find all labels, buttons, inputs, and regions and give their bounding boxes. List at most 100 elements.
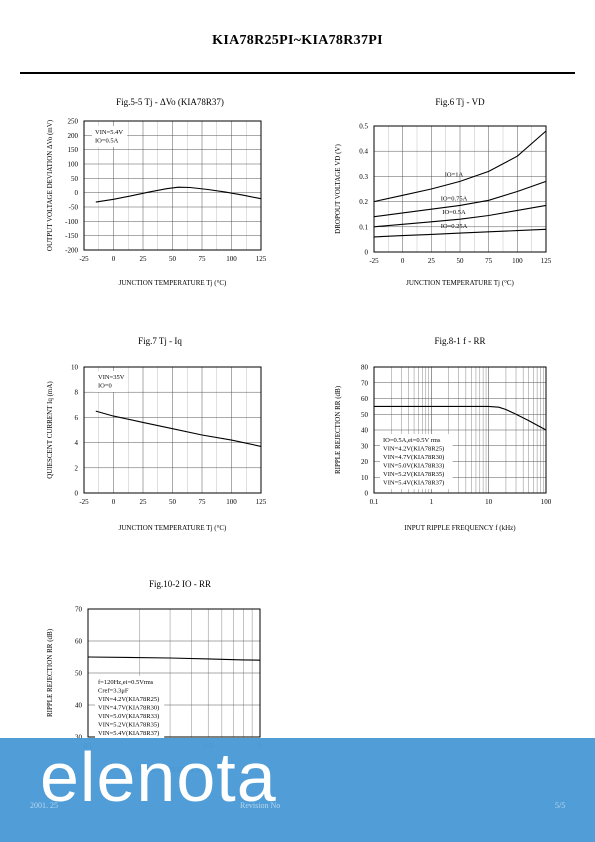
fig81-x-axis-label: INPUT RIPPLE FREQUENCY f (kHz) [404, 524, 516, 532]
title-divider [20, 72, 575, 74]
fig102-y-tick-label: 60 [75, 638, 83, 646]
fig55-title: Fig.5-5 Tj - ΔVo (KIA78R37) [116, 97, 224, 107]
fig102-condition-text: VIN=4.7V(KIA78R30) [98, 705, 159, 712]
fig55-x-tick-label: 100 [226, 255, 237, 263]
footer-page-number: 5/5 [555, 801, 566, 810]
fig6-y-tick-label: 0.3 [359, 173, 368, 181]
fig55-y-tick-label: 0 [75, 189, 79, 197]
fig102-y-axis-label: RIPPLE REJECTION RR (dB) [46, 628, 54, 717]
fig81-x-tick-label: 10 [485, 498, 493, 506]
fig102-y-tick-label: 40 [75, 702, 83, 710]
fig81-x-tick-label: 1 [430, 498, 434, 506]
fig55-y-tick-label: 200 [68, 132, 79, 140]
fig81-y-tick-label: 20 [361, 458, 369, 466]
fig7-y-tick-label: 2 [75, 464, 79, 472]
footer-revision: Revision No [240, 801, 281, 810]
fig81-condition-text: VIN=5.0V(KIA78R33) [383, 463, 444, 470]
fig81-conditions-box [380, 434, 453, 489]
fig102-condition-text: VIN=5.0V(KIA78R33) [98, 713, 159, 720]
fig55-x-tick-label: 50 [169, 255, 177, 263]
fig6-x-tick-label: 100 [512, 257, 523, 265]
fig6-series-line-2 [373, 204, 547, 228]
fig55-conditions-box [92, 126, 128, 147]
fig6-x-tick-label: 50 [457, 257, 465, 265]
fig7-x-tick-label: 100 [226, 498, 237, 506]
fig102-condition-text: f=120Hz,ei=0.5Vrms [98, 679, 154, 686]
fig6-x-axis-label: JUNCTION TEMPERATURE Tj (°C) [406, 279, 514, 287]
fig7-series-line-0 [95, 410, 262, 447]
fig6-y-axis-label: DROPOUT VOLTAGE VD (V) [334, 144, 342, 234]
fig81-y-axis-label: RIPPLE REJECTION RR (dB) [334, 385, 342, 474]
fig55-y-tick-label: 50 [71, 175, 79, 183]
fig81-y-tick-label: 10 [361, 474, 369, 482]
fig7-x-axis-label: JUNCTION TEMPERATURE Tj (°C) [119, 524, 227, 532]
fig7-x-tick-label: 125 [256, 498, 267, 506]
fig55-x-tick-label: -25 [79, 255, 89, 263]
fig6-x-tick-label: 75 [485, 257, 493, 265]
fig7-y-axis-label: QUIESCENT CURRENT Iq (mA) [46, 381, 54, 479]
fig55-y-tick-label: 100 [68, 161, 79, 169]
fig81-title: Fig.8-1 f - RR [434, 336, 485, 346]
fig102-conditions-box [95, 676, 165, 740]
footer-date: 2001. 25 [30, 801, 58, 810]
fig102-condition-text: VIN=5.2V(KIA78R35) [98, 722, 159, 729]
fig6-y-tick-label: 0.1 [359, 223, 368, 231]
fig6-x-tick-label: -25 [369, 257, 379, 265]
fig81-y-tick-label: 50 [361, 411, 369, 419]
fig81-y-tick-label: 40 [361, 427, 369, 435]
fig6-x-tick-label: 125 [541, 257, 552, 265]
fig81-y-tick-label: 0 [365, 490, 369, 498]
fig7-condition-text: IO=0 [98, 383, 112, 390]
fig102-condition-text: VIN=4.2V(KIA78R25) [98, 696, 159, 703]
fig55-x-tick-label: 0 [112, 255, 116, 263]
fig102-condition-text: Cref=3.3μF [98, 688, 129, 695]
fig6-x-tick-label: 0 [401, 257, 405, 265]
page-title: KIA78R25PI~KIA78R37PI [212, 33, 383, 48]
fig81-x-tick-label: 100 [541, 498, 552, 506]
fig55-series-line-0 [95, 186, 262, 203]
fig7-y-tick-label: 10 [71, 364, 79, 372]
fig7-title: Fig.7 Tj - Iq [138, 336, 182, 346]
fig7-condition-text: VIN=35V [98, 374, 125, 381]
fig55-x-axis-label: JUNCTION TEMPERATURE Tj (°C) [119, 279, 227, 287]
fig6-title: Fig.6 Tj - VD [435, 97, 485, 107]
fig7-x-tick-label: 25 [140, 498, 148, 506]
fig81-condition-text: VIN=4.2V(KIA78R25) [383, 446, 444, 453]
fig6-series-line-0 [373, 130, 547, 203]
fig55-y-tick-label: -200 [65, 247, 78, 255]
fig81-condition-text: VIN=4.7V(KIA78R30) [383, 454, 444, 461]
fig55-y-tick-label: -50 [69, 204, 79, 212]
fig6-series-label: IO=0.5A [442, 209, 466, 216]
fig81-y-tick-label: 80 [361, 364, 369, 372]
fig102-series-line-0 [87, 656, 261, 661]
fig55-x-tick-label: 25 [140, 255, 148, 263]
fig102-title: Fig.10-2 IO - RR [149, 579, 211, 589]
fig81-x-tick-label: 0.1 [370, 498, 379, 506]
fig55-plot-frame [83, 120, 262, 251]
fig6-plot-frame [373, 125, 547, 253]
fig7-y-tick-label: 0 [75, 490, 79, 498]
fig7-y-tick-label: 4 [75, 439, 79, 447]
fig7-y-tick-label: 8 [75, 389, 79, 397]
fig55-condition-text: VIN=5.4V [95, 129, 123, 136]
fig81-y-tick-label: 70 [361, 379, 369, 387]
fig7-x-tick-label: 0 [112, 498, 116, 506]
fig6-x-tick-label: 25 [428, 257, 436, 265]
fig55-y-tick-label: 150 [68, 146, 79, 154]
fig102-condition-text: VIN=5.4V(KIA78R37) [98, 730, 159, 737]
fig6-series-label: IO=1A [445, 171, 464, 178]
fig102-y-tick-label: 50 [75, 670, 83, 678]
fig6-series-line-1 [373, 180, 547, 218]
fig102-y-tick-label: 30 [75, 734, 83, 742]
fig81-series-line-0 [374, 405, 547, 431]
fig6-y-tick-label: 0.2 [359, 198, 368, 206]
fig6-y-tick-label: 0.5 [359, 123, 368, 131]
fig55-y-tick-label: -100 [65, 218, 78, 226]
fig81-condition-text: VIN=5.2V(KIA78R35) [383, 471, 444, 478]
fig55-y-axis-label: OUTPUT VOLTAGE DEVIATION ΔVo (mV) [46, 119, 54, 251]
fig81-condition-text: VIN=5.4V(KIA78R37) [383, 480, 444, 487]
fig6-y-tick-label: 0 [365, 249, 369, 257]
fig7-conditions-box [95, 371, 127, 392]
fig55-y-tick-label: 250 [68, 118, 79, 126]
